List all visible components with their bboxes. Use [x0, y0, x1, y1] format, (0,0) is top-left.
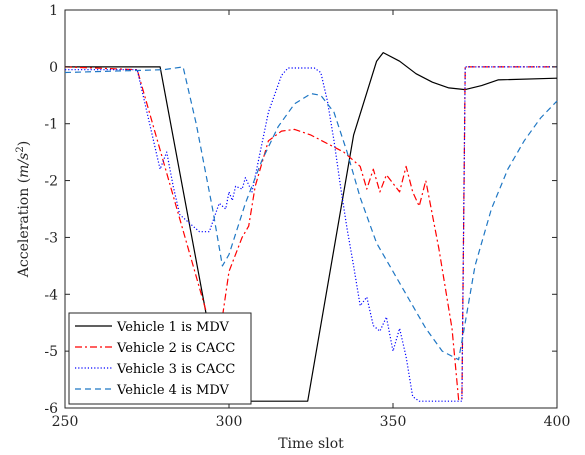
series-line-vehicle-4 — [64, 66, 558, 361]
legend-label-vehicle-1: Vehicle 1 is MDV — [116, 320, 230, 335]
x-tick-label: 300 — [216, 414, 243, 430]
y-axis-title-exponent: 2 — [15, 146, 26, 152]
series-layer — [64, 51, 558, 402]
series-line-vehicle-1 — [65, 51, 558, 402]
x-axis-ticks: 250 300 350 400 — [52, 10, 571, 430]
y-tick-label: -6 — [44, 401, 58, 417]
y-tick-label: -4 — [44, 287, 58, 303]
series-line-vehicle-2 — [64, 66, 557, 401]
y-tick-label: 1 — [49, 3, 58, 19]
legend-label-vehicle-4: Vehicle 4 is MDV — [116, 383, 230, 398]
y-tick-label: -2 — [44, 174, 58, 190]
legend: Vehicle 1 is MDV Vehicle 2 is CACC Vehicle… — [68, 312, 252, 405]
series-line-vehicle-3 — [65, 66, 557, 402]
x-tick-label: 400 — [544, 414, 571, 430]
y-tick-label: -1 — [44, 117, 58, 133]
x-tick-label: 250 — [52, 414, 79, 430]
y-axis-title-text: Acceleration ( — [16, 178, 32, 278]
y-tick-label: -3 — [44, 230, 58, 246]
y-axis-title: Acceleration (m/s2) — [15, 141, 33, 278]
y-axis-title-close: ) — [16, 141, 32, 146]
legend-items: Vehicle 1 is MDV Vehicle 2 is CACC Vehicle… — [75, 320, 235, 398]
x-axis-title: Time slot — [278, 436, 344, 452]
y-axis-ticks: 1 0 -1 -2 -3 -4 -5 -6 — [44, 3, 557, 417]
y-axis-title-unit: m/s — [16, 153, 32, 178]
legend-label-vehicle-3: Vehicle 3 is CACC — [116, 362, 235, 377]
legend-label-vehicle-2: Vehicle 2 is CACC — [116, 341, 235, 356]
y-tick-label: -5 — [44, 344, 58, 360]
y-tick-label: 0 — [49, 60, 58, 76]
x-tick-label: 350 — [380, 414, 407, 430]
